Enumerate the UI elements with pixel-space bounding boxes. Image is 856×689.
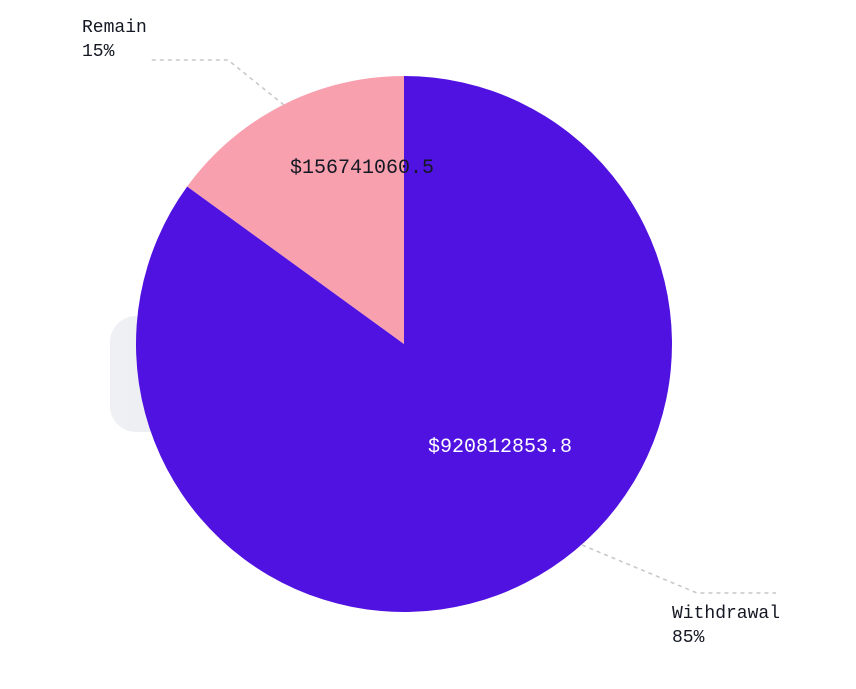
slice-value-remain: $156741060.5 bbox=[290, 157, 434, 180]
label-remain: Remain 15% bbox=[82, 16, 147, 65]
leader-line-withdrawal bbox=[582, 545, 776, 593]
leader-line-remain bbox=[148, 60, 284, 105]
pie-chart-svg: NFTGO $920812853.8$156741060.5 bbox=[0, 0, 856, 689]
label-remain-percent: 15% bbox=[82, 40, 147, 64]
chart-stage: NFTGO $920812853.8$156741060.5 Withdrawa… bbox=[0, 0, 856, 689]
label-withdrawal-percent: 85% bbox=[672, 626, 780, 650]
slice-value-withdrawal: $920812853.8 bbox=[428, 436, 572, 459]
label-withdrawal: Withdrawal 85% bbox=[672, 602, 780, 651]
label-remain-name: Remain bbox=[82, 16, 147, 40]
label-withdrawal-name: Withdrawal bbox=[672, 602, 780, 626]
